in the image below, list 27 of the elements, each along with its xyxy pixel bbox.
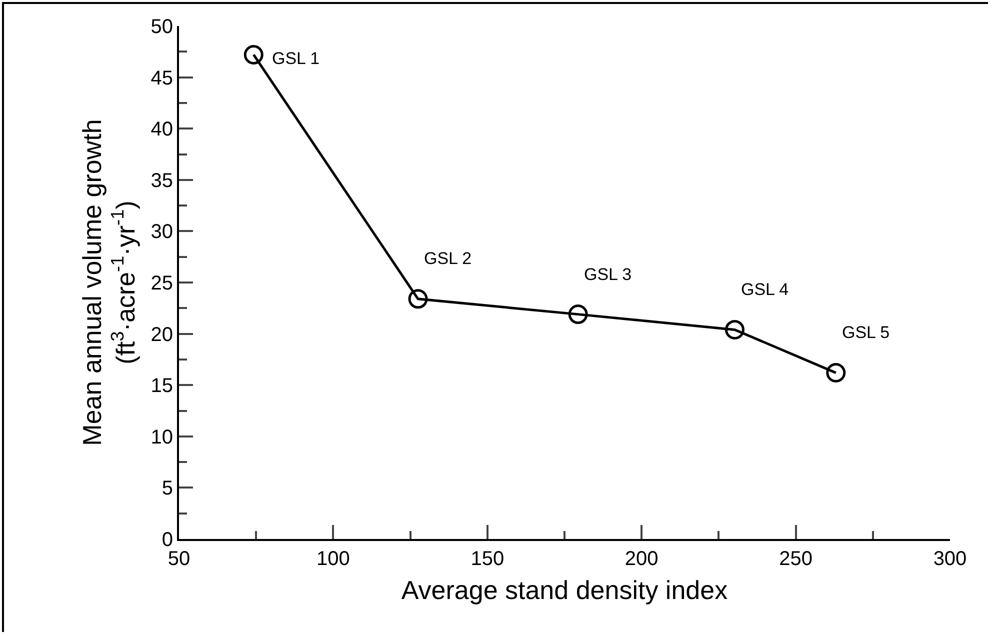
y-tick-label: 30	[150, 221, 173, 244]
annotation: GSL 3	[584, 265, 632, 284]
y-tick-label: 20	[150, 324, 173, 346]
x-axis-title: Average stand density index	[401, 575, 728, 606]
x-tick-label: 300	[933, 548, 967, 570]
y-tick-label: 25	[150, 272, 173, 294]
y-tick-label: 5	[162, 478, 173, 500]
y-tick-label: 50	[150, 16, 173, 38]
y-tick-label: 0	[162, 529, 173, 551]
point	[826, 363, 846, 383]
y-tick-label: 10	[150, 426, 173, 448]
y-tick-label: 40	[150, 118, 173, 141]
point	[568, 304, 588, 324]
point	[244, 44, 264, 64]
y-tick-label: 45	[150, 67, 173, 90]
point	[725, 320, 744, 340]
x-tick-label: 250	[779, 548, 812, 570]
annotation: GSL 4	[741, 280, 789, 299]
point	[408, 289, 428, 309]
x-tick-label: 100	[316, 548, 350, 570]
y-tick-label: 35	[150, 170, 173, 192]
annotation: GSL 2	[424, 249, 472, 268]
annotation: GSL 5	[842, 323, 890, 342]
y-tick-label: 15	[150, 375, 173, 398]
annotation: GSL 1	[272, 49, 320, 68]
x-tick-label: 150	[470, 548, 504, 570]
x-tick-label: 200	[624, 548, 658, 570]
